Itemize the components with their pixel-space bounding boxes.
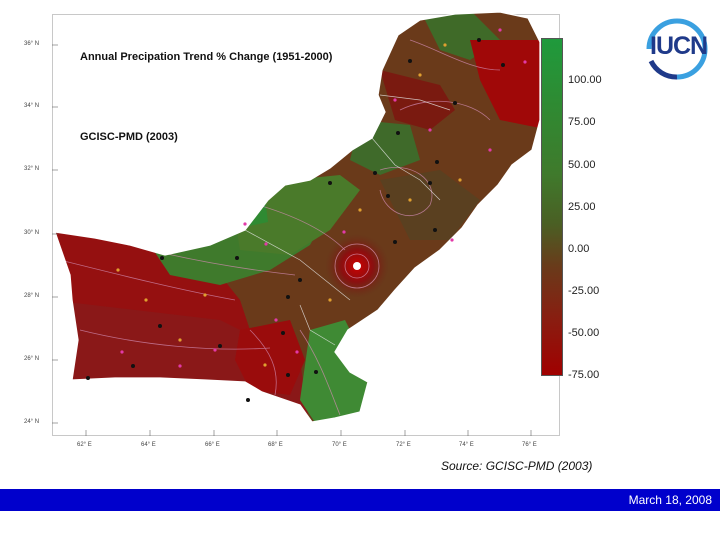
lon-label: 64° E — [141, 442, 156, 448]
country-border — [54, 11, 541, 423]
lat-label: 32° N — [24, 166, 40, 172]
logo-text: IUCN — [650, 32, 708, 60]
map-title: Annual Precipation Trend % Change (1951-… — [80, 51, 333, 63]
lat-label: 24° N — [24, 419, 40, 425]
station-markers — [86, 28, 527, 402]
province-borders — [244, 94, 451, 346]
legend-label: -75.00 — [568, 369, 600, 381]
lon-label: 74° E — [459, 442, 474, 448]
lon-label: 70° E — [332, 442, 347, 448]
footer-date: March 18, 2008 — [628, 493, 712, 507]
graticule-ticks — [52, 44, 532, 436]
footer-bar: March 18, 2008 — [0, 489, 720, 511]
map-subtitle: GCISC-PMD (2003) — [80, 131, 178, 143]
lon-label: 72° E — [396, 442, 411, 448]
lat-label: 34° N — [24, 103, 40, 109]
legend-label: 25.00 — [568, 201, 596, 213]
lon-label: 76° E — [522, 442, 537, 448]
lat-label: 26° N — [24, 356, 40, 362]
legend-label: 100.00 — [568, 74, 602, 86]
source-caption: Source: GCISC-PMD (2003) — [441, 459, 593, 473]
lat-label: 36° N — [24, 41, 40, 47]
legend-label: -25.00 — [568, 285, 600, 297]
legend-label: 75.00 — [568, 116, 596, 128]
lon-label: 66° E — [205, 442, 220, 448]
legend-color-bar — [541, 38, 563, 376]
iucn-logo — [646, 18, 708, 80]
legend-label: -50.00 — [568, 327, 600, 339]
lat-label: 30° N — [24, 230, 40, 236]
legend-label: 0.00 — [568, 243, 590, 255]
lon-label: 62° E — [77, 442, 92, 448]
lon-label: 68° E — [268, 442, 283, 448]
lat-label: 28° N — [24, 293, 40, 299]
legend-label: 50.00 — [568, 159, 596, 171]
